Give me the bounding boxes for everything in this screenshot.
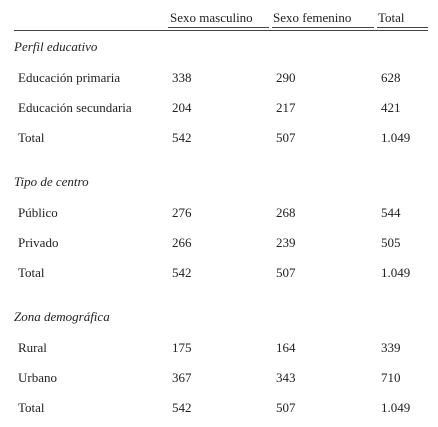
header-rule bbox=[168, 27, 269, 28]
header-rule bbox=[14, 30, 428, 31]
cell: 164 bbox=[276, 340, 296, 355]
cell: 542 bbox=[172, 400, 192, 415]
cell: 507 bbox=[276, 400, 296, 415]
header-rule bbox=[377, 27, 428, 28]
cell: 175 bbox=[172, 340, 192, 355]
row-label: Privado bbox=[18, 235, 59, 250]
cell: 367 bbox=[172, 370, 192, 385]
cell: 628 bbox=[381, 70, 401, 85]
cell: 239 bbox=[276, 235, 296, 250]
cell: 217 bbox=[276, 100, 296, 115]
cell: 276 bbox=[172, 205, 192, 220]
row-label: Educación secundaria bbox=[18, 100, 132, 115]
cell: 505 bbox=[381, 235, 401, 250]
cell: 1.049 bbox=[381, 130, 411, 145]
cell: 1.049 bbox=[381, 400, 411, 415]
row-label: Urbano bbox=[18, 370, 57, 385]
cell: 507 bbox=[276, 265, 296, 280]
row-label: Educación primaria bbox=[18, 70, 121, 85]
cell: 343 bbox=[276, 370, 296, 385]
row-label: Rural bbox=[18, 340, 47, 355]
section-title: Tipo de centro bbox=[14, 174, 89, 189]
cell: 338 bbox=[172, 70, 192, 85]
row-label: Total bbox=[18, 265, 45, 280]
section-title: Perfil educativo bbox=[14, 39, 98, 54]
row-label: Público bbox=[18, 205, 58, 220]
cell: 542 bbox=[172, 130, 192, 145]
cell: 268 bbox=[276, 205, 296, 220]
row-label: Total bbox=[18, 400, 45, 415]
cell: 1.049 bbox=[381, 265, 411, 280]
cell: 339 bbox=[381, 340, 401, 355]
cell: 266 bbox=[172, 235, 192, 250]
cell: 290 bbox=[276, 70, 296, 85]
cell: 507 bbox=[276, 130, 296, 145]
section-title: Zona demográfica bbox=[14, 309, 110, 324]
row-label: Total bbox=[18, 130, 45, 145]
cell: 204 bbox=[172, 100, 192, 115]
cell: 421 bbox=[381, 100, 401, 115]
column-header: Sexo femenino bbox=[273, 10, 352, 25]
column-header: Sexo masculino bbox=[170, 10, 253, 25]
cell: 542 bbox=[172, 265, 192, 280]
header-rule bbox=[272, 27, 374, 28]
column-header: Total bbox=[378, 10, 405, 25]
cell: 710 bbox=[381, 370, 401, 385]
cell: 544 bbox=[381, 205, 401, 220]
